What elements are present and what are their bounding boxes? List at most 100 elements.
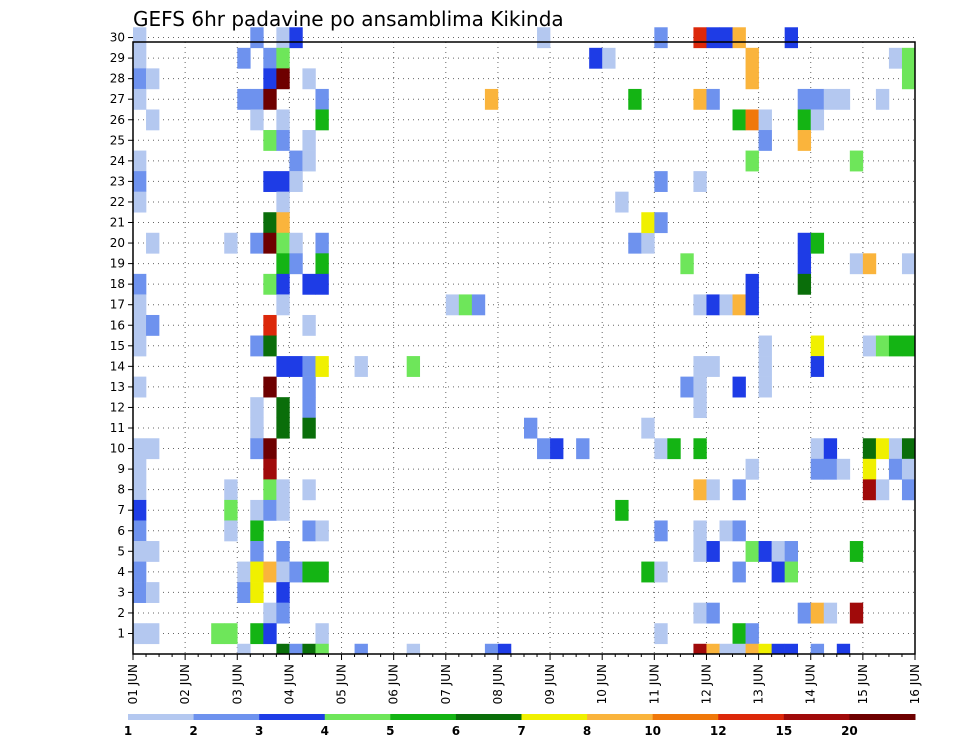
- y-tick-label: 28: [110, 72, 125, 86]
- heatmap-cell: [276, 602, 290, 624]
- y-tick-label: 11: [110, 421, 125, 435]
- heatmap-cell: [901, 438, 916, 460]
- heatmap-cell: [667, 438, 681, 460]
- heatmap-cell: [745, 109, 759, 131]
- heatmap-cell: [289, 150, 303, 172]
- heatmap-cell: [719, 27, 733, 49]
- heatmap-cell: [406, 356, 421, 377]
- heatmap-cell: [615, 499, 629, 521]
- legend-label: 20: [841, 724, 858, 738]
- heatmap-cell: [133, 541, 147, 562]
- y-tick-label: 3: [117, 585, 125, 599]
- heatmap-cell: [133, 335, 147, 357]
- y-tick-label: 29: [110, 51, 125, 65]
- y-tick-label: 18: [110, 277, 125, 291]
- heatmap-cell: [810, 109, 825, 131]
- heatmap-cell: [484, 88, 499, 110]
- heatmap-cell: [276, 561, 290, 583]
- heatmap-cell: [706, 541, 720, 562]
- heatmap-cell: [276, 253, 290, 275]
- legend-label: 7: [517, 724, 525, 738]
- heatmap-cell: [888, 47, 903, 69]
- y-tick-label: 13: [110, 380, 125, 394]
- heatmap-cell: [745, 623, 759, 645]
- heatmap-cell: [250, 27, 264, 49]
- heatmap-cell: [250, 88, 264, 110]
- heatmap-cell: [263, 561, 277, 583]
- heatmap-cell: [706, 294, 720, 316]
- heatmap-cell: [354, 643, 368, 654]
- heatmap-cell: [276, 130, 290, 151]
- heatmap-cell: [315, 253, 329, 275]
- heatmap-cell: [888, 458, 903, 480]
- heatmap-cell: [758, 376, 772, 398]
- heatmap-cell: [315, 356, 329, 377]
- y-tick-label: 24: [110, 154, 125, 168]
- heatmap-cell: [823, 88, 838, 110]
- heatmap-cell: [237, 561, 251, 583]
- heatmap-cell: [719, 643, 733, 654]
- x-tick-label: 07 JUN: [439, 664, 453, 704]
- heatmap-cell: [133, 499, 147, 521]
- heatmap-cell: [146, 438, 160, 460]
- heatmap-cell: [289, 356, 303, 377]
- heatmap-cell: [875, 335, 890, 357]
- heatmap-cell: [250, 232, 264, 254]
- heatmap-cell: [315, 88, 329, 110]
- heatmap-cell: [263, 602, 277, 624]
- heatmap-cell: [693, 479, 707, 501]
- x-tick-label: 12 JUN: [699, 664, 713, 704]
- heatmap-cell: [133, 150, 147, 172]
- heatmap-cell: [263, 335, 277, 357]
- heatmap-cell: [849, 253, 864, 275]
- legend-label: 1: [124, 724, 132, 738]
- y-tick-label: 15: [110, 339, 125, 353]
- heatmap-cell: [289, 27, 303, 49]
- x-tick-label: 01 JUN: [126, 664, 140, 704]
- heatmap-cell: [719, 294, 733, 316]
- heatmap-cell: [732, 561, 746, 583]
- heatmap-cell: [784, 643, 798, 654]
- y-tick-label: 2: [117, 606, 125, 620]
- heatmap-cell: [263, 130, 277, 151]
- y-tick-label: 22: [110, 195, 125, 209]
- heatmap-cell: [823, 438, 838, 460]
- heatmap-cell: [810, 438, 825, 460]
- heatmap-cell: [276, 643, 290, 654]
- heatmap-cell: [771, 561, 785, 583]
- heatmap-cell: [810, 232, 825, 254]
- heatmap-cell: [263, 376, 277, 398]
- heatmap-cell: [537, 438, 551, 460]
- heatmap-cell: [758, 130, 772, 151]
- heatmap-cell: [901, 68, 916, 90]
- heatmap-cell: [693, 643, 707, 654]
- heatmap-cell: [406, 643, 421, 654]
- legend-swatch: [587, 714, 654, 720]
- heatmap-cell: [745, 68, 759, 90]
- heatmap-cell: [706, 88, 720, 110]
- heatmap-cell: [836, 458, 851, 480]
- heatmap-cell: [133, 623, 147, 645]
- heatmap-cell: [302, 417, 316, 439]
- heatmap-cell: [680, 253, 694, 275]
- heatmap-cell: [784, 27, 798, 49]
- heatmap-cell: [797, 232, 812, 254]
- heatmap-cell: [745, 643, 759, 654]
- heatmap-cell: [315, 520, 329, 542]
- heatmap-cell: [576, 438, 590, 460]
- heatmap-cell: [237, 643, 251, 654]
- heatmap-cell: [654, 212, 668, 234]
- heatmap-cell: [276, 499, 290, 521]
- heatmap-cell: [654, 561, 668, 583]
- heatmap-cell: [133, 68, 147, 90]
- heatmap-cell: [224, 232, 238, 254]
- heatmap-cell: [250, 335, 264, 357]
- heatmap-cell: [133, 561, 147, 583]
- y-tick-label: 5: [117, 544, 125, 558]
- heatmap-cell: [888, 335, 903, 357]
- heatmap-cell: [706, 643, 720, 654]
- heatmap-cell: [133, 47, 147, 69]
- heatmap-cell: [302, 376, 316, 398]
- heatmap-cell: [524, 417, 538, 439]
